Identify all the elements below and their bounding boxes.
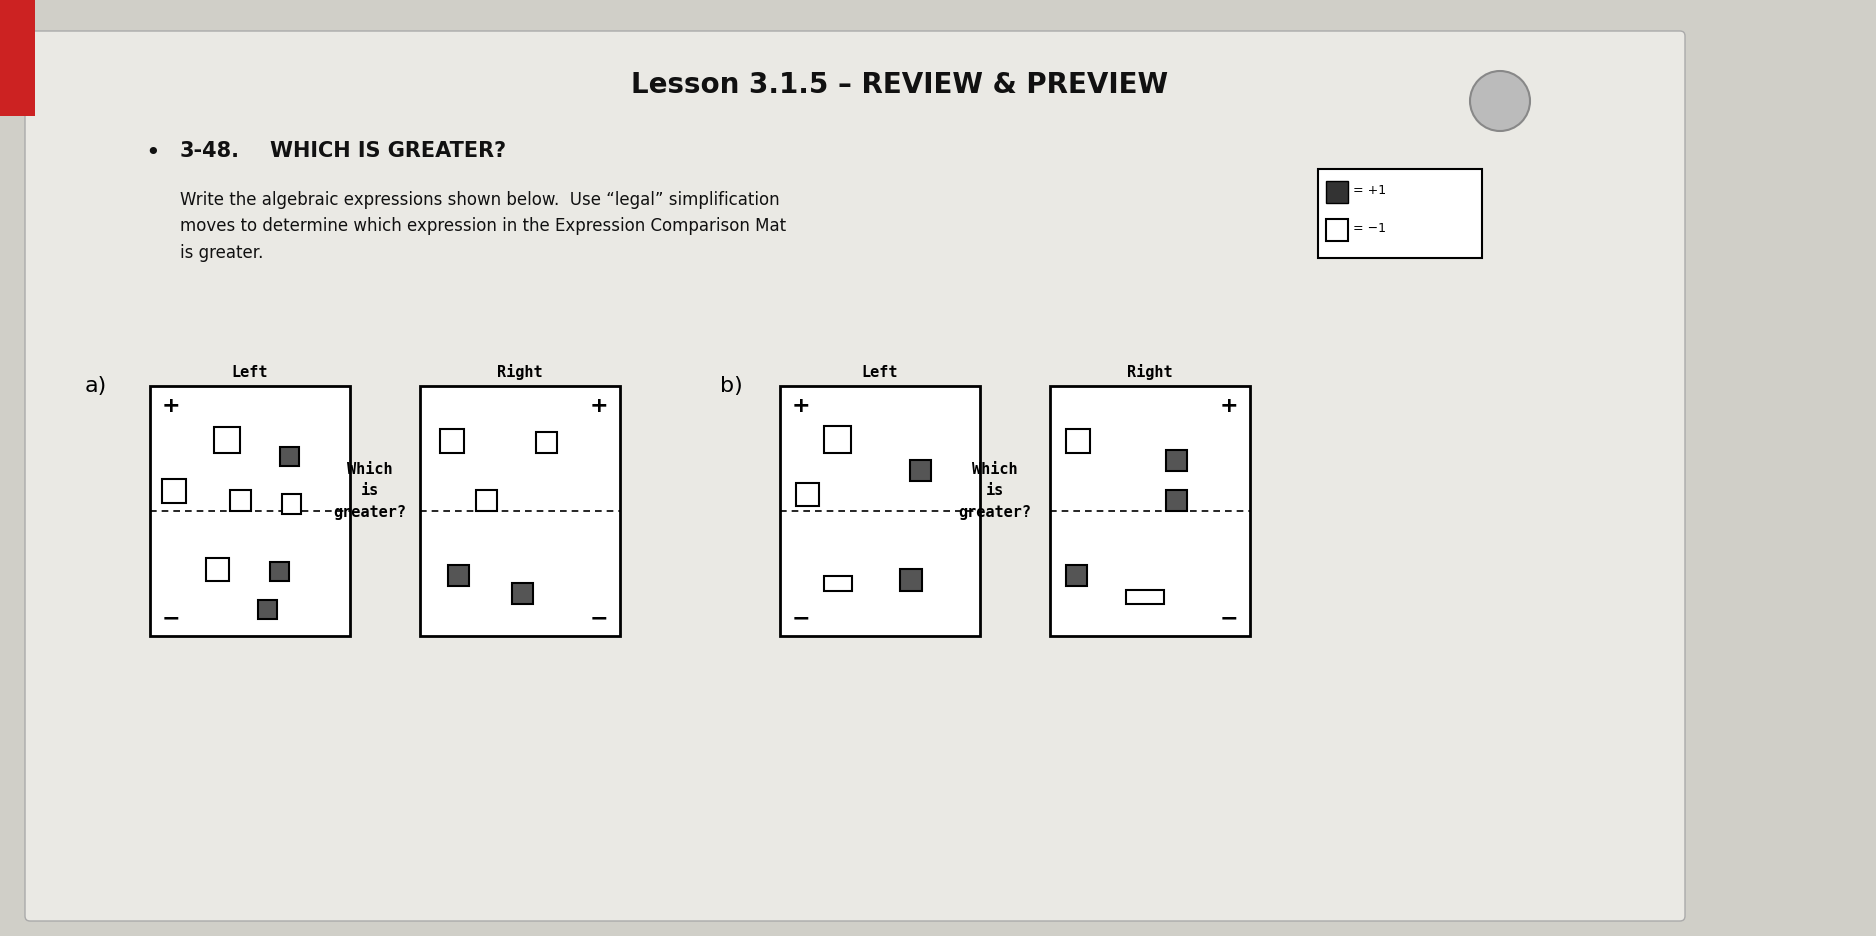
Text: +: +	[792, 396, 810, 416]
Bar	[259, 599, 278, 619]
Text: WHICH IS GREATER?: WHICH IS GREATER?	[270, 141, 507, 161]
Bar	[477, 490, 497, 511]
Text: Which
is
greater?: Which is greater?	[334, 462, 407, 519]
Text: Which
is
greater?: Which is greater?	[959, 462, 1032, 519]
Bar	[448, 565, 469, 586]
Bar	[537, 432, 557, 454]
Circle shape	[1471, 71, 1531, 131]
FancyBboxPatch shape	[24, 31, 1685, 921]
Bar	[910, 460, 930, 481]
Bar	[280, 447, 298, 466]
Bar	[512, 582, 533, 604]
Bar	[420, 386, 619, 636]
Text: Right: Right	[1127, 364, 1172, 380]
Text: −: −	[161, 608, 180, 628]
Text: Left: Left	[233, 365, 268, 380]
Text: +: +	[1219, 396, 1238, 416]
Text: 3-48.: 3-48.	[180, 141, 240, 161]
FancyBboxPatch shape	[1319, 169, 1482, 258]
Bar	[214, 428, 240, 454]
Bar	[1126, 590, 1163, 604]
Text: = −1: = −1	[1353, 223, 1386, 236]
Bar	[1051, 386, 1249, 636]
Bar	[824, 576, 852, 591]
Bar	[1326, 219, 1349, 241]
Text: Left: Left	[861, 365, 899, 380]
Bar	[1167, 450, 1188, 471]
Text: = +1: = +1	[1353, 184, 1386, 197]
Text: Right: Right	[497, 364, 542, 380]
Bar	[231, 490, 251, 511]
Bar	[795, 483, 820, 506]
Bar	[1066, 565, 1086, 586]
Text: −: −	[589, 608, 608, 628]
Text: −: −	[1219, 608, 1238, 628]
Text: a): a)	[84, 376, 107, 396]
FancyBboxPatch shape	[0, 0, 36, 116]
Bar	[1066, 430, 1090, 454]
Bar	[150, 386, 351, 636]
Bar	[1326, 181, 1349, 203]
Bar	[1167, 490, 1188, 511]
Bar	[270, 562, 289, 581]
Text: b): b)	[720, 376, 743, 396]
Text: −: −	[792, 608, 810, 628]
Bar	[824, 427, 852, 454]
Text: Write the algebraic expressions shown below.  Use “legal” simplification
moves t: Write the algebraic expressions shown be…	[180, 191, 786, 262]
Bar	[780, 386, 979, 636]
Text: +: +	[161, 396, 180, 416]
Bar	[441, 430, 463, 454]
Text: +: +	[589, 396, 608, 416]
Bar	[281, 494, 300, 514]
Text: Lesson 3.1.5 – REVIEW & PREVIEW: Lesson 3.1.5 – REVIEW & PREVIEW	[632, 71, 1169, 99]
Text: •: •	[144, 141, 159, 165]
Bar	[161, 479, 186, 504]
Bar	[206, 558, 229, 581]
Bar	[900, 569, 921, 591]
